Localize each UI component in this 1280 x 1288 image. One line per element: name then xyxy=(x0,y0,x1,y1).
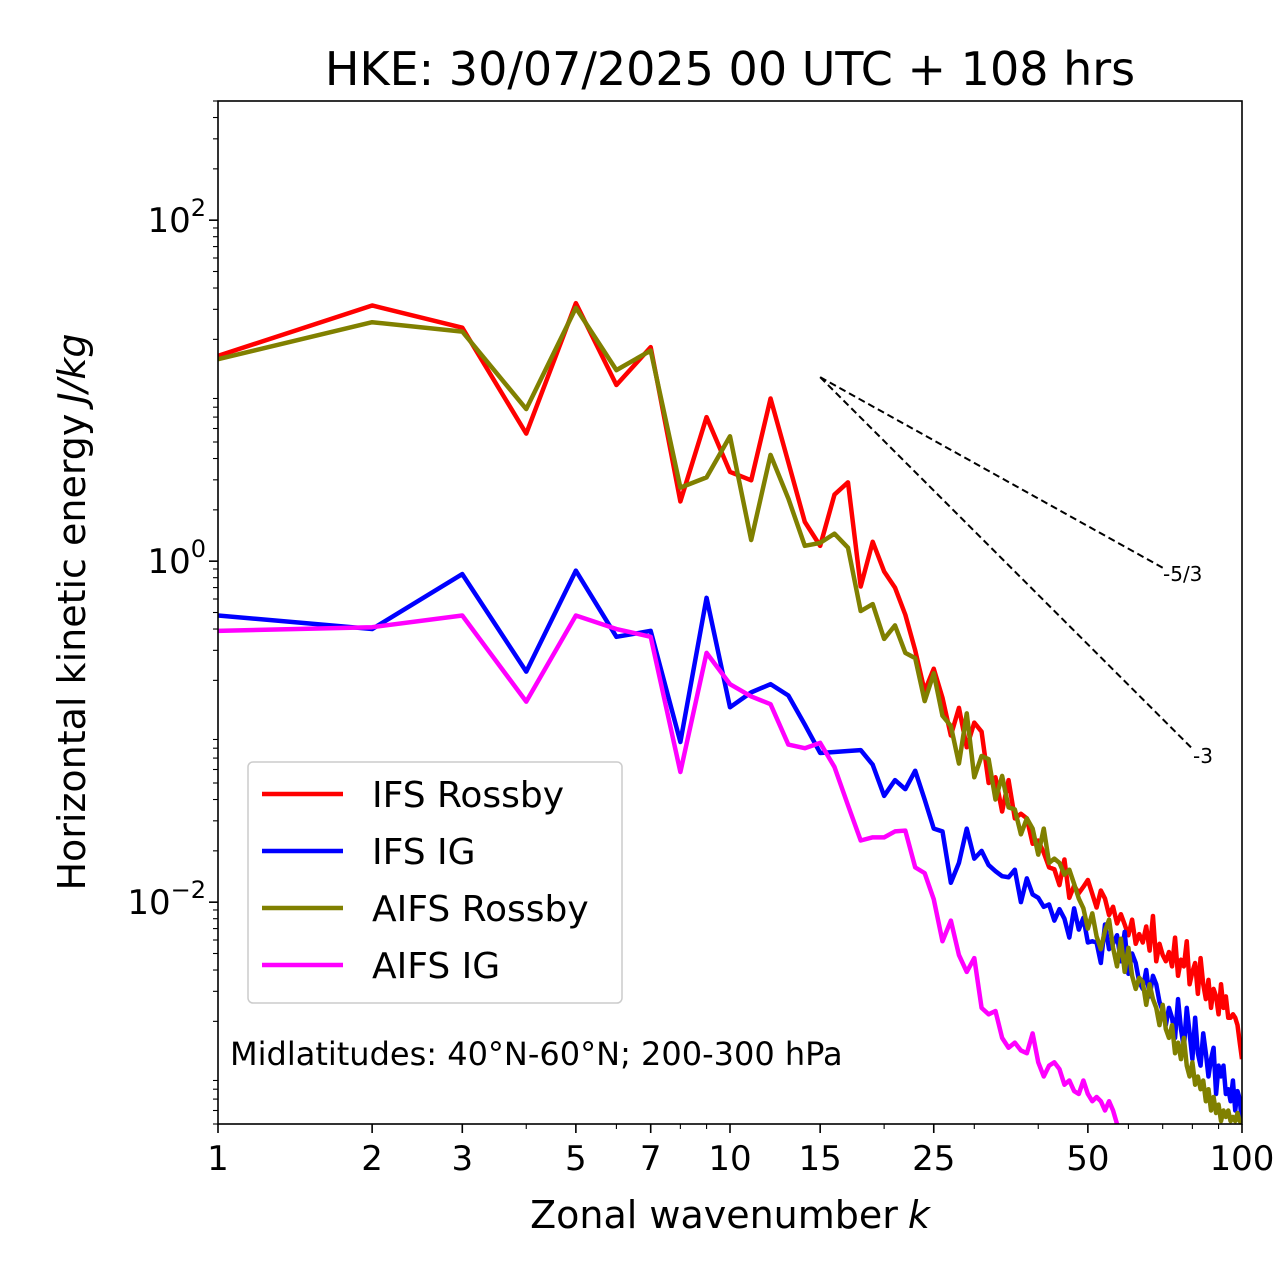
y-tick-base: 10 xyxy=(147,542,190,582)
legend-label-ifs-rossby: IFS Rossby xyxy=(372,775,564,816)
y-tick-base: 10 xyxy=(147,201,190,241)
x-tick-label: 15 xyxy=(799,1139,842,1179)
y-tick-label: 100 xyxy=(147,535,206,582)
y-axis-label-units: J/kg xyxy=(50,333,94,410)
y-tick-exponent: 0 xyxy=(191,535,206,563)
series-line-aifs-ig xyxy=(218,613,1120,1124)
legend-label-aifs-ig: AIFS IG xyxy=(372,946,500,987)
series-line-ifs-rossby xyxy=(218,300,1242,1060)
x-tick-label: 10 xyxy=(708,1139,751,1179)
x-tick-label: 1 xyxy=(207,1139,229,1179)
plot-frame xyxy=(217,100,1243,1125)
y-axis-label-text: Horizontal kinetic energy xyxy=(50,414,94,891)
x-axis-label: Zonal wavenumber k xyxy=(530,1193,932,1237)
chart-title: HKE: 30/07/2025 00 UTC + 108 hrs xyxy=(325,42,1135,96)
y-tick-base: 10 xyxy=(127,883,170,923)
ref-label-minus-5-3: -5/3 xyxy=(1163,562,1202,586)
x-tick-label: 3 xyxy=(451,1139,473,1179)
legend-label-ifs-ig: IFS IG xyxy=(372,832,476,873)
x-tick-label: 50 xyxy=(1066,1139,1109,1179)
x-tick-label: 5 xyxy=(565,1139,587,1179)
reference-line-slope-3 xyxy=(819,376,1194,750)
series-line-ifs-ig xyxy=(218,568,1242,1124)
region-annotation: Midlatitudes: 40°N-60°N; 200-300 hPa xyxy=(230,1035,843,1073)
x-axis-label-text: Zonal wavenumber xyxy=(530,1193,898,1237)
legend-label-aifs-rossby: AIFS Rossby xyxy=(372,889,589,930)
y-axis-label: Horizontal kinetic energyJ/kg xyxy=(50,333,94,890)
y-tick-label: 10−2 xyxy=(127,876,206,923)
y-tick-label: 102 xyxy=(147,194,206,241)
series-line-aifs-rossby xyxy=(218,305,1242,1124)
x-axis-label-var: k xyxy=(908,1193,932,1237)
y-tick-exponent: 2 xyxy=(191,194,206,222)
y-tick-exponent: −2 xyxy=(171,876,206,904)
ref-label-minus-3: -3 xyxy=(1193,744,1213,768)
x-tick-label: 25 xyxy=(912,1139,955,1179)
reference-line-slope-5-3 xyxy=(819,376,1164,569)
legend: IFS Rossby IFS IG AIFS Rossby AIFS IG xyxy=(247,761,623,1004)
x-tick-label: 2 xyxy=(361,1139,383,1179)
x-tick-label: 7 xyxy=(640,1139,662,1179)
x-tick-label: 100 xyxy=(1210,1139,1275,1179)
legend-box xyxy=(247,761,623,1004)
